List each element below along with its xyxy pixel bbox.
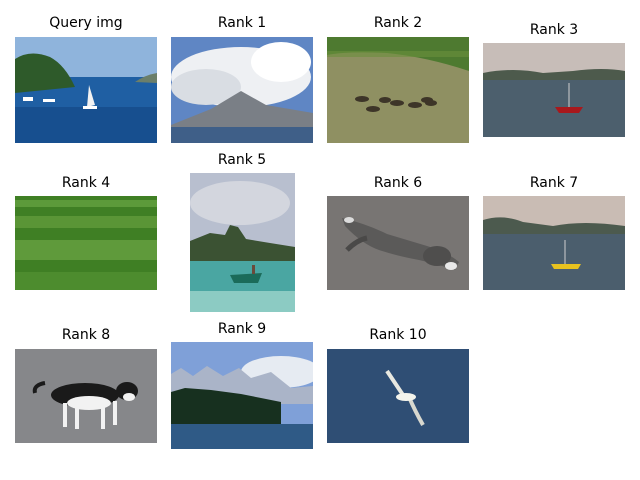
rank-6-title: Rank 6	[373, 175, 423, 191]
rank-10-title: Rank 10	[369, 327, 427, 343]
rank-2-title: Rank 2	[373, 15, 423, 31]
rank-5-title: Rank 5	[217, 152, 267, 168]
rank-4-image	[15, 196, 157, 290]
rank-7-image	[483, 196, 625, 290]
rank-8-title: Rank 8	[61, 327, 111, 343]
rank-6-image	[327, 196, 469, 290]
rank-1-image	[171, 37, 313, 143]
rank-7-title: Rank 7	[529, 175, 579, 191]
rank-9-image	[171, 342, 313, 449]
query-image	[15, 37, 157, 143]
rank-8-image	[15, 349, 157, 443]
rank-3-image	[483, 43, 625, 137]
rank-2-image	[327, 37, 469, 143]
rank-1-title: Rank 1	[217, 15, 267, 31]
rank-3-title: Rank 3	[529, 22, 579, 38]
rank-4-title: Rank 4	[61, 175, 111, 191]
rank-9-title: Rank 9	[217, 321, 267, 337]
query-image-title: Query img	[49, 15, 123, 31]
rank-5-image	[190, 173, 295, 312]
rank-10-image	[327, 349, 469, 443]
